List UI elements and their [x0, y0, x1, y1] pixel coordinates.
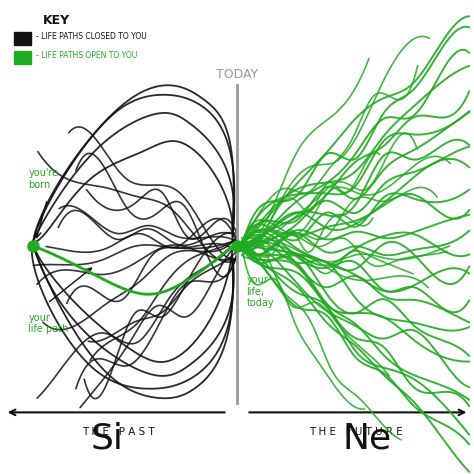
Text: - LIFE PATHS OPEN TO YOU: - LIFE PATHS OPEN TO YOU [36, 52, 137, 60]
Text: - LIFE PATHS CLOSED TO YOU: - LIFE PATHS CLOSED TO YOU [36, 33, 146, 41]
Text: T H E   F U T U R E: T H E F U T U R E [309, 427, 402, 437]
Text: you're
born: you're born [28, 168, 59, 190]
Text: TODAY: TODAY [216, 68, 258, 81]
Text: your
life path: your life path [28, 313, 69, 335]
Text: KEY: KEY [43, 14, 70, 27]
Bar [14, 32, 31, 45]
Text: T H E   P A S T: T H E P A S T [82, 427, 155, 437]
Text: Si: Si [90, 421, 123, 455]
Text: your
life,
today: your life, today [246, 275, 274, 308]
Bar [14, 51, 31, 64]
Text: Ne: Ne [343, 421, 392, 455]
